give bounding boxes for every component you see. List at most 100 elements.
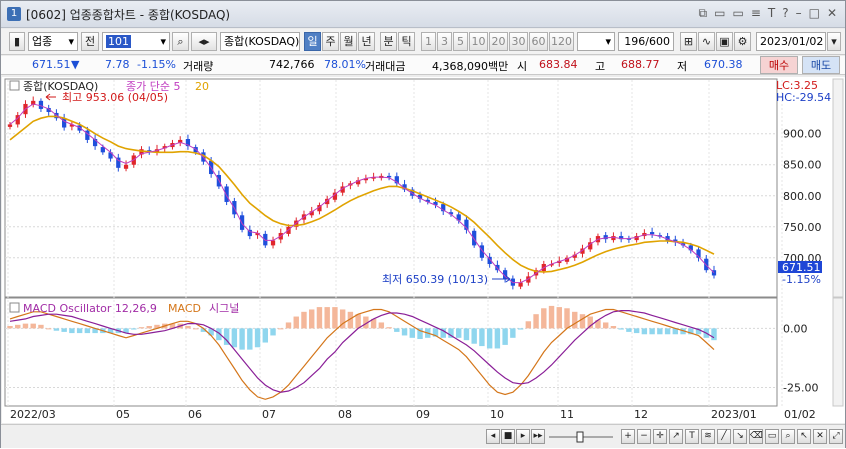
candle-body bbox=[294, 220, 299, 227]
interval-5-button[interactable]: 5 bbox=[453, 32, 468, 51]
candle-body bbox=[649, 232, 655, 235]
play-icon[interactable]: ▸ bbox=[516, 429, 530, 444]
period-minute-button[interactable]: 분 bbox=[380, 32, 397, 51]
maximize-icon[interactable]: □ bbox=[808, 6, 820, 20]
toggle-panel-icon[interactable]: ▮ bbox=[9, 32, 25, 51]
link-icon[interactable]: ⧉ bbox=[698, 6, 708, 20]
candle-body bbox=[62, 118, 67, 128]
candle-body bbox=[116, 157, 121, 168]
macd-osc-bar bbox=[618, 328, 624, 330]
macd-osc-bar bbox=[417, 328, 423, 339]
current-price: 671.51 bbox=[32, 58, 71, 71]
macd-osc-bar bbox=[440, 328, 446, 338]
sell-button[interactable]: 매도 bbox=[802, 56, 840, 74]
candle-body bbox=[402, 184, 407, 190]
macd-osc-bar bbox=[664, 328, 671, 335]
help-icon[interactable]: ? bbox=[782, 6, 789, 20]
period-year-button[interactable]: 년 bbox=[358, 32, 375, 51]
macd-osc-bar bbox=[332, 307, 338, 329]
text-icon[interactable]: T bbox=[767, 6, 776, 20]
ruler-icon[interactable]: ▭ bbox=[765, 429, 779, 444]
buy-button[interactable]: 매수 bbox=[760, 56, 798, 74]
macd-osc-bar bbox=[657, 328, 663, 335]
macd-osc-bar bbox=[7, 326, 13, 329]
zoom-out-icon[interactable]: − bbox=[637, 429, 651, 444]
candle-body bbox=[325, 198, 330, 205]
count-field[interactable]: 196/600 bbox=[618, 32, 674, 51]
text-tool-icon[interactable]: T bbox=[685, 429, 699, 444]
candle-body bbox=[588, 242, 593, 250]
gear-icon[interactable]: ⚙ bbox=[734, 32, 751, 51]
eraser-icon[interactable]: ⌫ bbox=[749, 429, 763, 444]
market-select[interactable]: 업종 ▾ bbox=[28, 32, 78, 51]
trend-icon[interactable]: ↗ bbox=[669, 429, 683, 444]
pointer-icon[interactable]: ↖ bbox=[797, 429, 811, 444]
zoom-in-icon[interactable]: + bbox=[621, 429, 635, 444]
chart-svg[interactable]: 900.00850.00800.00750.00700.000.00-25.00… bbox=[2, 77, 845, 423]
interval-60-button[interactable]: 60 bbox=[529, 32, 548, 51]
macd-osc-bar bbox=[339, 309, 346, 329]
period-tick-button[interactable]: 틱 bbox=[398, 32, 415, 51]
fib-icon[interactable]: ≋ bbox=[701, 429, 715, 444]
macd-osc-bar bbox=[463, 328, 470, 341]
custom-interval-select[interactable]: ▾ bbox=[577, 32, 615, 51]
arrow-tool-icon[interactable]: ↘ bbox=[733, 429, 747, 444]
macd-bars-group bbox=[7, 305, 717, 350]
line-icon[interactable]: ╱ bbox=[717, 429, 731, 444]
candle-body bbox=[178, 139, 183, 144]
period-month-button[interactable]: 월 bbox=[340, 32, 357, 51]
close-icon[interactable]: ✕ bbox=[826, 6, 837, 20]
macd-osc-bar bbox=[169, 323, 176, 329]
chart-area[interactable]: 900.00 850.00 800.00 750.00 700.00 0.00 -25.00… bbox=[2, 77, 845, 423]
magnifier-icon[interactable]: ⌕ bbox=[781, 429, 795, 444]
zoom-slider[interactable] bbox=[547, 429, 617, 444]
interval-20-button[interactable]: 20 bbox=[489, 32, 508, 51]
macd-osc-bar bbox=[541, 308, 547, 329]
period-day-button[interactable]: 일 bbox=[304, 32, 321, 51]
date-input[interactable]: 2023/01/02 bbox=[756, 32, 826, 51]
prev-next-icon[interactable]: ◂▸ bbox=[191, 32, 217, 51]
interval-3-button[interactable]: 3 bbox=[437, 32, 452, 51]
candle-body bbox=[394, 176, 399, 184]
indicator-icon[interactable]: ⊞ bbox=[680, 32, 697, 51]
macd-legend-toggle-icon[interactable] bbox=[9, 302, 20, 313]
first-icon[interactable]: ◂ bbox=[486, 429, 500, 444]
price-panel-frame bbox=[4, 78, 778, 298]
save-icon[interactable]: ▣ bbox=[716, 32, 733, 51]
jeon-button[interactable]: 전 bbox=[81, 32, 99, 51]
legend-macd-osc: MACD Oscillator 12,26,9 bbox=[23, 302, 157, 315]
search-icon[interactable]: ⌕ bbox=[172, 32, 189, 51]
restore-icon[interactable]: ▭ bbox=[732, 6, 744, 20]
candle-body bbox=[425, 199, 430, 202]
stop-icon[interactable]: ■ bbox=[501, 429, 515, 444]
macd-scrollbar[interactable] bbox=[832, 297, 844, 407]
crosshair-icon[interactable]: ✛ bbox=[653, 429, 667, 444]
volume-value: 742,766 bbox=[269, 58, 315, 71]
legend-index-name: 종합(KOSDAQ) bbox=[23, 80, 98, 93]
interval-120-button[interactable]: 120 bbox=[549, 32, 574, 51]
calendar-icon[interactable]: ▾ bbox=[827, 32, 841, 51]
macd-osc-bar bbox=[363, 316, 369, 329]
layout-icon[interactable]: ▭ bbox=[714, 6, 726, 20]
candle-body bbox=[549, 263, 554, 266]
candle-body bbox=[479, 245, 485, 258]
quote-bar: 671.51 ▼ 7.78 -1.15% 거래량 742,766 78.01% … bbox=[1, 56, 845, 75]
toolbar: ▮ 업종 ▾ 전 101 ▾ ⌕ ◂▸ 종합(KOSDAQ) 일 주 월 년 분 틱… bbox=[1, 29, 845, 55]
last-icon[interactable]: ▸▸ bbox=[531, 429, 545, 444]
macd-osc-bar bbox=[15, 324, 21, 329]
minimize-icon[interactable]: – bbox=[795, 6, 802, 20]
price-scrollbar[interactable] bbox=[832, 78, 844, 298]
delete-icon[interactable]: ✕ bbox=[813, 429, 827, 444]
amount-label: 거래대금 bbox=[365, 60, 406, 73]
code-input[interactable]: 101 ▾ bbox=[102, 32, 170, 51]
interval-1-button[interactable]: 1 bbox=[421, 32, 436, 51]
expand-icon[interactable]: ⤢ bbox=[829, 429, 843, 444]
period-week-button[interactable]: 주 bbox=[322, 32, 339, 51]
pin-icon[interactable]: ≡ bbox=[750, 6, 761, 20]
draw-icon[interactable]: ∿ bbox=[698, 32, 715, 51]
interval-10-button[interactable]: 10 bbox=[469, 32, 488, 51]
window-number-badge: 1 bbox=[7, 7, 21, 21]
macd-osc-bar bbox=[370, 318, 377, 329]
interval-30-button[interactable]: 30 bbox=[509, 32, 528, 51]
legend-toggle-icon[interactable] bbox=[9, 80, 20, 91]
